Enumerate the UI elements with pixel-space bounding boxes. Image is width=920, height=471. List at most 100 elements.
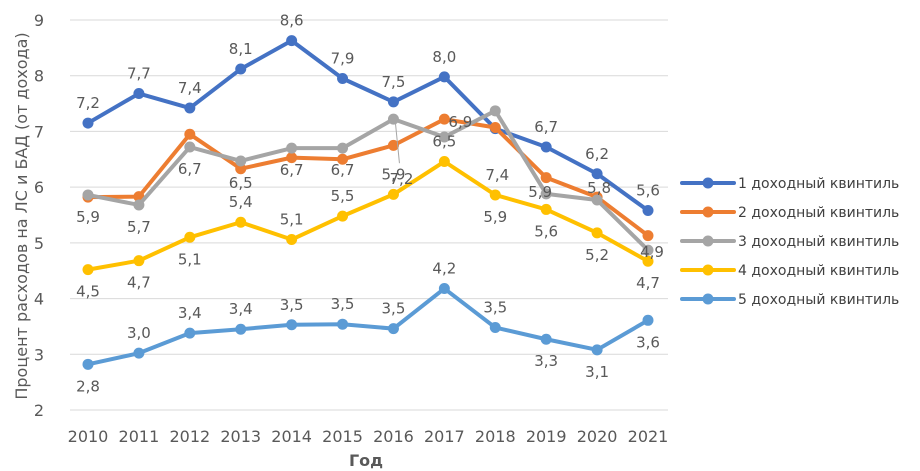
- data-point: [540, 333, 552, 345]
- data-point: [387, 188, 399, 200]
- data-label: 3,5: [382, 300, 406, 318]
- data-point: [591, 194, 603, 206]
- x-tick-label: 2010: [68, 427, 109, 446]
- x-tick-label: 2011: [119, 427, 160, 446]
- data-label: 6,7: [534, 118, 558, 136]
- data-point: [591, 168, 603, 180]
- y-tick-label: 4: [34, 290, 44, 309]
- data-label: 6,7: [331, 161, 355, 179]
- data-point: [133, 255, 145, 267]
- data-label: 3,4: [229, 300, 253, 318]
- y-tick-label: 9: [34, 11, 44, 30]
- data-point: [438, 71, 450, 83]
- y-tick-label: 6: [34, 178, 44, 197]
- data-label: 5,1: [280, 211, 304, 229]
- data-point: [438, 113, 450, 125]
- data-label: 5,9: [528, 183, 552, 201]
- data-point: [337, 73, 349, 84]
- data-label: 3,5: [483, 299, 507, 317]
- data-label: 6,7: [280, 161, 304, 179]
- data-point: [235, 216, 247, 228]
- x-tick-label: 2020: [577, 427, 618, 446]
- data-point: [591, 227, 603, 239]
- data-point: [438, 156, 450, 168]
- data-label: 8,1: [229, 40, 253, 58]
- series-line: [86, 108, 650, 253]
- data-point: [82, 264, 94, 276]
- data-label: 3,5: [331, 295, 355, 313]
- data-point: [337, 153, 349, 165]
- data-label: 7,4: [485, 166, 509, 184]
- data-point: [184, 231, 196, 243]
- data-point: [184, 327, 196, 339]
- data-point: [286, 142, 298, 154]
- data-point: [387, 113, 399, 125]
- legend-label: 1 доходный квинтиль: [738, 176, 899, 192]
- data-label: 4,2: [432, 260, 456, 278]
- series-line: [86, 117, 650, 238]
- data-point: [642, 255, 654, 267]
- data-point: [540, 141, 552, 153]
- legend-swatch-marker: [702, 177, 714, 189]
- data-point: [387, 96, 399, 108]
- data-point: [337, 318, 349, 330]
- data-point: [82, 358, 94, 370]
- y-tick-label: 7: [34, 122, 44, 141]
- data-label: 6,2: [585, 145, 609, 163]
- data-label: 8,6: [280, 12, 304, 30]
- data-point: [489, 189, 501, 201]
- x-tick-label: 2013: [220, 427, 261, 446]
- x-tick-label: 2015: [322, 427, 363, 446]
- x-tick-label: 2018: [475, 427, 516, 446]
- data-point: [387, 139, 399, 151]
- x-tick-label: 2016: [373, 427, 414, 446]
- legend: 1 доходный квинтиль 2 доходный квинтиль 3 …: [680, 176, 899, 308]
- y-tick-label: 8: [34, 67, 44, 86]
- data-label: 3,4: [178, 304, 202, 322]
- data-label: 3,3: [534, 352, 558, 370]
- data-label: 8,0: [432, 48, 456, 66]
- series-line: [86, 38, 650, 213]
- data-label: 6,5: [432, 133, 456, 151]
- y-tick-label: 3: [34, 345, 44, 364]
- data-point: [286, 319, 298, 331]
- label-leader-line: [394, 123, 400, 164]
- data-label: 4,5: [76, 283, 100, 301]
- y-tick-label: 5: [34, 234, 44, 253]
- series-line: [86, 286, 650, 367]
- data-label: 7,7: [127, 65, 151, 83]
- legend-label: 2 доходный квинтиль: [738, 205, 899, 221]
- x-tick-label: 2019: [526, 427, 567, 446]
- data-label: 7,5: [382, 73, 406, 91]
- legend-label: 3 доходный квинтиль: [738, 234, 899, 250]
- data-label: 5,9: [483, 208, 507, 226]
- x-tick-label: 2014: [271, 427, 312, 446]
- data-label: 3,5: [280, 296, 304, 314]
- data-point: [235, 63, 247, 75]
- data-point: [133, 199, 145, 211]
- data-point: [642, 230, 654, 242]
- data-point: [133, 347, 145, 359]
- data-label: 3,6: [636, 333, 660, 351]
- data-point: [184, 102, 196, 114]
- legend-swatch-marker: [702, 293, 714, 305]
- legend-swatch-marker: [702, 235, 714, 247]
- data-point: [337, 142, 349, 154]
- data-label: 6,5: [229, 174, 253, 192]
- x-tick-label: 2021: [628, 427, 669, 446]
- data-label: 5,2: [585, 246, 609, 264]
- y-tick-labels: 2 3 4 5 6 7 8 9: [34, 11, 44, 420]
- legend-swatch-marker: [702, 264, 714, 276]
- data-point: [286, 152, 298, 164]
- data-point: [235, 323, 247, 335]
- data-label: 7,2: [390, 170, 414, 188]
- data-label: 5,4: [229, 193, 253, 211]
- data-label: 6,9: [448, 113, 472, 131]
- data-point: [184, 141, 196, 153]
- data-point: [540, 188, 552, 200]
- data-point: [82, 189, 94, 201]
- data-point: [642, 205, 654, 217]
- data-label: 5,7: [127, 218, 151, 236]
- data-label: 7,4: [178, 79, 202, 97]
